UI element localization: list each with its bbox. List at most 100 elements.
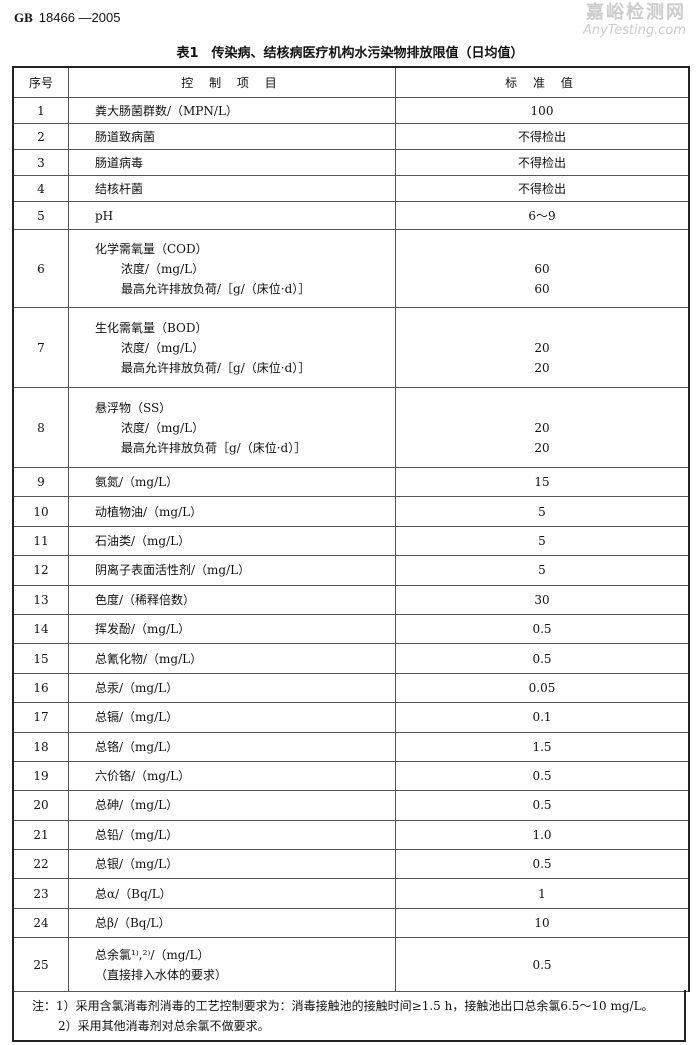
table-row: 2 肠道致病菌 不得检出 — [14, 124, 688, 150]
item-line: 总铅/（mg/L） — [95, 827, 179, 842]
row-item: 色度/（稀释倍数） — [69, 585, 396, 614]
row-number: 22 — [14, 850, 69, 879]
item-line: 阴离子表面活性剂/（mg/L） — [95, 563, 251, 578]
row-item: 氨氮/（mg/L） — [69, 468, 396, 497]
value-line: 60 — [534, 261, 550, 276]
table-row: 9 氨氮/（mg/L） 15 — [14, 468, 688, 498]
row-number: 23 — [14, 879, 69, 908]
row-value: 0.5 — [396, 938, 688, 991]
item-line: 粪大肠菌群数/（MPN/L） — [95, 103, 238, 118]
table-row: 15 总氰化物/（mg/L） 0.5 — [14, 644, 688, 674]
value-line: 20 — [534, 420, 550, 435]
row-number: 20 — [14, 791, 69, 820]
watermark-cn: 嘉峪检测网 — [586, 2, 686, 23]
row-item: 悬浮物（SS） 浓度/（mg/L） 最高允许排放负荷［g/（床位·d）］ — [69, 388, 396, 467]
watermark: 嘉峪检测网 AnyTesting.com — [582, 2, 686, 38]
table-notes: 注：1）采用含氯消毒剂消毒的工艺控制要求为：消毒接触池的接触时间≥1.5 h，接… — [12, 990, 686, 1042]
value-line: 5 — [538, 563, 546, 578]
row-value: 10 — [396, 909, 688, 937]
standard-number: GB 18466 —2005 — [14, 10, 120, 26]
item-line: 肠道致病菌 — [95, 129, 156, 144]
item-line: 六价铬/（mg/L） — [95, 769, 191, 784]
row-value: 0.1 — [396, 703, 688, 731]
row-item: 总β/（Bq/L） — [69, 908, 396, 938]
item-line: 浓度/（mg/L） — [121, 261, 205, 276]
row-number: 9 — [14, 468, 69, 497]
value-line: 20 — [534, 340, 550, 355]
row-value: 不得检出 — [396, 124, 688, 149]
row-value: 20 20 — [396, 388, 688, 467]
item-line: 总余氯¹⁾,²⁾/（mg/L） — [95, 947, 210, 962]
row-value: 15 — [396, 468, 688, 496]
row-item: 六价铬/（mg/L） — [69, 761, 396, 791]
value-line: 不得检出 — [517, 155, 566, 170]
row-item: 总α/（Bq/L） — [69, 879, 396, 908]
table-row: 10 动植物油/（mg/L） 5 — [14, 497, 688, 527]
row-value: 5 — [396, 556, 688, 584]
table-header-row: 序号 控 制 项 目 标 准 值 — [14, 68, 688, 98]
table-row: 16 总汞/（mg/L） 0.05 — [14, 673, 688, 704]
standard-code: GB — [14, 10, 33, 25]
item-line: 最高允许排放负荷［g/（床位·d）］ — [121, 440, 307, 455]
row-item: 结核杆菌 — [69, 176, 396, 201]
value-line: 1.5 — [532, 739, 552, 754]
value-line: 30 — [534, 592, 550, 607]
table-row: 1 粪大肠菌群数/（MPN/L） 100 — [14, 98, 688, 124]
row-value: 60 60 — [396, 230, 688, 307]
table-row: 13 色度/（稀释倍数） 30 — [14, 585, 688, 615]
item-line: 总砷/（mg/L） — [95, 798, 179, 813]
table-row: 3 肠道病毒 不得检出 — [14, 150, 688, 176]
row-value: 6～9 — [396, 202, 688, 229]
value-line: 0.5 — [532, 622, 552, 637]
row-item: 总铅/（mg/L） — [69, 820, 396, 850]
row-value: 0.5 — [396, 644, 688, 672]
row-number: 21 — [14, 820, 69, 850]
row-item: 生化需氧量（BOD） 浓度/（mg/L） 最高允许排放负荷/［g/（床位·d）］ — [69, 308, 396, 387]
row-item: 总砷/（mg/L） — [69, 791, 396, 820]
row-number: 25 — [14, 938, 69, 992]
table-row: 18 总铬/（mg/L） 1.5 — [14, 732, 688, 762]
row-value: 0.5 — [396, 615, 688, 643]
value-line: 0.5 — [532, 857, 552, 872]
item-line: （直接排入水体的要求） — [95, 967, 228, 982]
value-line: 10 — [534, 916, 550, 931]
item-line: 肠道病毒 — [95, 155, 144, 170]
row-value: 1.5 — [396, 733, 688, 761]
row-number: 8 — [14, 388, 69, 467]
value-line: 0.1 — [532, 710, 552, 725]
row-value: 不得检出 — [396, 150, 688, 175]
table-row: 21 总铅/（mg/L） 1.0 — [14, 820, 688, 851]
row-number: 17 — [14, 703, 69, 732]
item-line: 动植物油/（mg/L） — [95, 504, 203, 519]
table-title: 表1 传染病、结核病医疗机构水污染物排放限值（日均值） — [176, 46, 524, 61]
watermark-en: AnyTesting.com — [582, 23, 686, 38]
item-line: 化学需氧量（COD） — [95, 241, 208, 256]
row-value: 100 — [396, 98, 688, 123]
table-row: 6 化学需氧量（COD） 浓度/（mg/L） 最高允许排放负荷/［g/（床位·d）］ 6… — [14, 230, 688, 308]
row-number: 5 — [14, 202, 69, 229]
row-number: 2 — [14, 124, 69, 149]
row-number: 18 — [14, 732, 69, 761]
row-item: 总铬/（mg/L） — [69, 732, 396, 761]
row-value: 1 — [396, 879, 688, 907]
item-line: 总汞/（mg/L） — [95, 680, 179, 695]
item-line: 总铬/（mg/L） — [95, 739, 179, 754]
item-line: pH — [95, 208, 114, 223]
value-line: 20 — [534, 360, 550, 375]
table-row: 25 总余氯¹⁾,²⁾/（mg/L） （直接排入水体的要求） 0.5 — [14, 938, 688, 993]
header-no: 序号 — [14, 68, 69, 97]
value-line: 5 — [538, 504, 546, 519]
item-line: 浓度/（mg/L） — [121, 340, 205, 355]
value-line: 20 — [534, 440, 550, 455]
row-number: 1 — [14, 98, 69, 123]
item-line: 生化需氧量（BOD） — [95, 320, 208, 335]
item-line: 总银/（mg/L） — [95, 857, 179, 872]
item-line: 浓度/（mg/L） — [121, 420, 205, 435]
value-line: 1.0 — [532, 827, 552, 842]
item-line: 总氰化物/（mg/L） — [95, 651, 203, 666]
item-line: 色度/（稀释倍数） — [95, 592, 196, 607]
row-item: 总银/（mg/L） — [69, 850, 396, 879]
row-value: 不得检出 — [396, 176, 688, 201]
row-number: 7 — [14, 308, 69, 387]
row-value: 0.05 — [396, 674, 688, 702]
